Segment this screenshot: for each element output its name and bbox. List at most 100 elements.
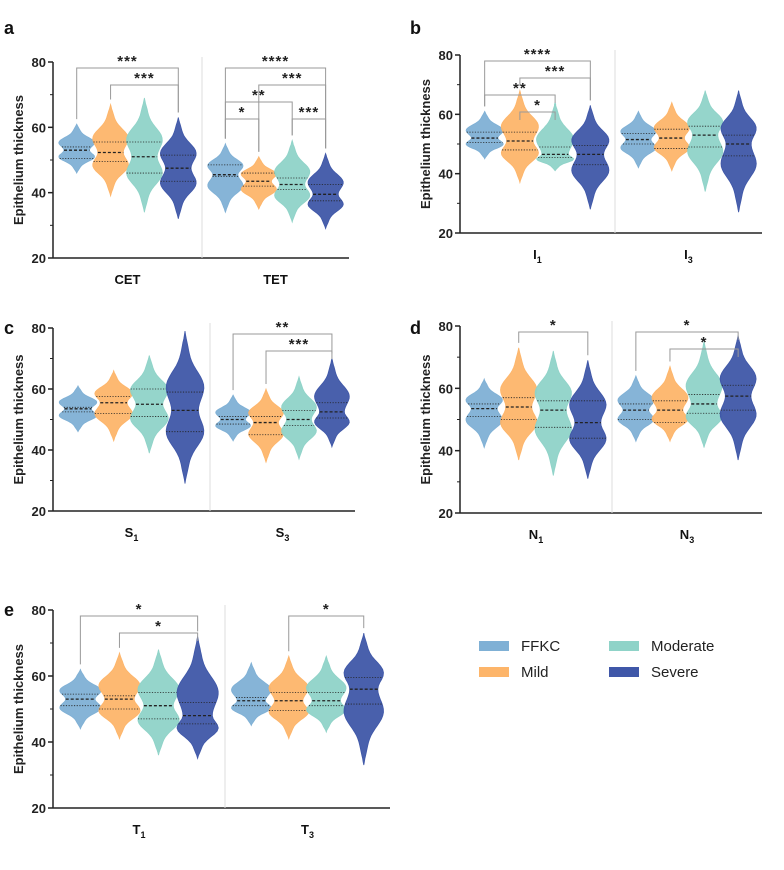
group-label-subscript: 1: [133, 533, 138, 543]
significance-stars: *: [155, 618, 162, 635]
violin-mild: [98, 651, 141, 741]
panel-e: e 20 40 60 80 Epithelium thickness T1 * * T3 *: [4, 600, 390, 840]
y-tick-label: 20: [439, 506, 453, 521]
y-tick-label: 60: [32, 120, 46, 135]
significance-bracket: [669, 348, 739, 362]
significance-stars: *: [323, 601, 330, 618]
y-axis-label: Epithelium thickness: [11, 354, 26, 484]
violin-moderate: [274, 139, 311, 224]
violin-ffkc: [617, 374, 655, 443]
panel-label: c: [4, 318, 14, 338]
significance-bracket: [224, 118, 260, 152]
violin-ffkc: [465, 110, 504, 160]
group-label-subscript: 1: [140, 830, 145, 840]
significance-stars: *: [684, 317, 691, 334]
legend-swatch: [609, 641, 639, 651]
significance-stars: ***: [299, 104, 320, 121]
violin-mild: [500, 347, 538, 461]
group-label: N3: [680, 527, 694, 545]
significance-stars: ***: [117, 53, 138, 70]
y-axis-label: Epithelium thickness: [418, 79, 433, 209]
violin-mild: [500, 89, 539, 185]
violin-moderate: [306, 654, 347, 734]
violin-moderate: [281, 375, 317, 461]
legend-label: Severe: [651, 664, 699, 681]
y-tick-label: 60: [32, 382, 46, 397]
significance-stars: *: [136, 601, 143, 618]
significance-stars: ***: [134, 70, 155, 87]
violin-ffkc: [58, 123, 96, 175]
y-tick-label: 40: [439, 444, 453, 459]
violin-severe: [165, 331, 205, 484]
significance-stars: ***: [282, 70, 303, 87]
violin-mild: [268, 654, 309, 741]
group-label-subscript: 3: [689, 535, 694, 545]
y-tick-label: 60: [32, 669, 46, 684]
y-tick-label: 60: [439, 381, 453, 396]
significance-stars: **: [513, 80, 527, 97]
violin-severe: [307, 152, 344, 230]
violin-mild: [653, 101, 690, 172]
significance-stars: *: [239, 104, 246, 121]
significance-stars: **: [276, 319, 290, 336]
group-label: TET: [263, 272, 288, 287]
violin-moderate: [687, 90, 724, 192]
y-tick-label: 40: [32, 186, 46, 201]
significance-bracket: [635, 331, 739, 371]
violin-ffkc: [207, 142, 244, 214]
legend-label: Mild: [521, 664, 549, 681]
significance-stars: *: [534, 97, 541, 114]
violin-moderate: [137, 649, 180, 756]
violin-severe: [571, 105, 610, 210]
y-tick-label: 80: [32, 603, 46, 618]
violin-ffkc: [465, 377, 503, 449]
violin-mild: [651, 365, 689, 443]
significance-bracket: [118, 632, 199, 648]
violin-ffkc: [231, 661, 272, 727]
legend-swatch: [479, 641, 509, 651]
significance-stars: ****: [262, 53, 289, 70]
y-tick-label: 20: [32, 251, 46, 266]
violin-severe: [569, 360, 607, 479]
group-label: S3: [276, 525, 290, 543]
panel-c: c 20 40 60 80 Epithelium thickness S1 S3 *****: [4, 318, 355, 543]
violin-mild: [240, 155, 277, 210]
group-label: I1: [533, 247, 542, 265]
group-label: T3: [301, 822, 314, 840]
significance-bracket: [518, 331, 589, 356]
y-axis-label: Epithelium thickness: [11, 644, 26, 774]
significance-bracket: [288, 615, 365, 652]
y-tick-label: 20: [32, 801, 46, 816]
significance-bracket: [79, 615, 199, 665]
significance-stars: *: [701, 334, 708, 351]
violin-ffkc: [215, 394, 251, 442]
y-tick-label: 80: [32, 55, 46, 70]
group-label-subscript: 1: [537, 255, 542, 265]
violin-moderate: [534, 350, 572, 476]
significance-bracket: [291, 118, 327, 149]
violin-severe: [343, 633, 384, 766]
significance-stars: ***: [289, 336, 310, 353]
significance-bracket: [224, 67, 327, 149]
panel-label: a: [4, 18, 15, 38]
y-tick-label: 80: [439, 319, 453, 334]
significance-stars: ***: [545, 63, 566, 80]
significance-bracket: [265, 350, 333, 384]
y-tick-label: 40: [439, 167, 453, 182]
y-tick-label: 80: [32, 321, 46, 336]
group-label: T1: [133, 822, 146, 840]
significance-bracket: [519, 111, 556, 120]
panel-label: e: [4, 600, 14, 620]
significance-bracket: [76, 67, 179, 120]
group-label: S1: [125, 525, 139, 543]
y-axis-label: Epithelium thickness: [418, 354, 433, 484]
violin-mild: [248, 387, 284, 464]
y-tick-label: 20: [439, 226, 453, 241]
panel-label: b: [410, 18, 421, 38]
group-label: N1: [529, 527, 543, 545]
y-tick-label: 20: [32, 504, 46, 519]
y-tick-label: 40: [32, 735, 46, 750]
group-label-subscript: 3: [688, 255, 693, 265]
